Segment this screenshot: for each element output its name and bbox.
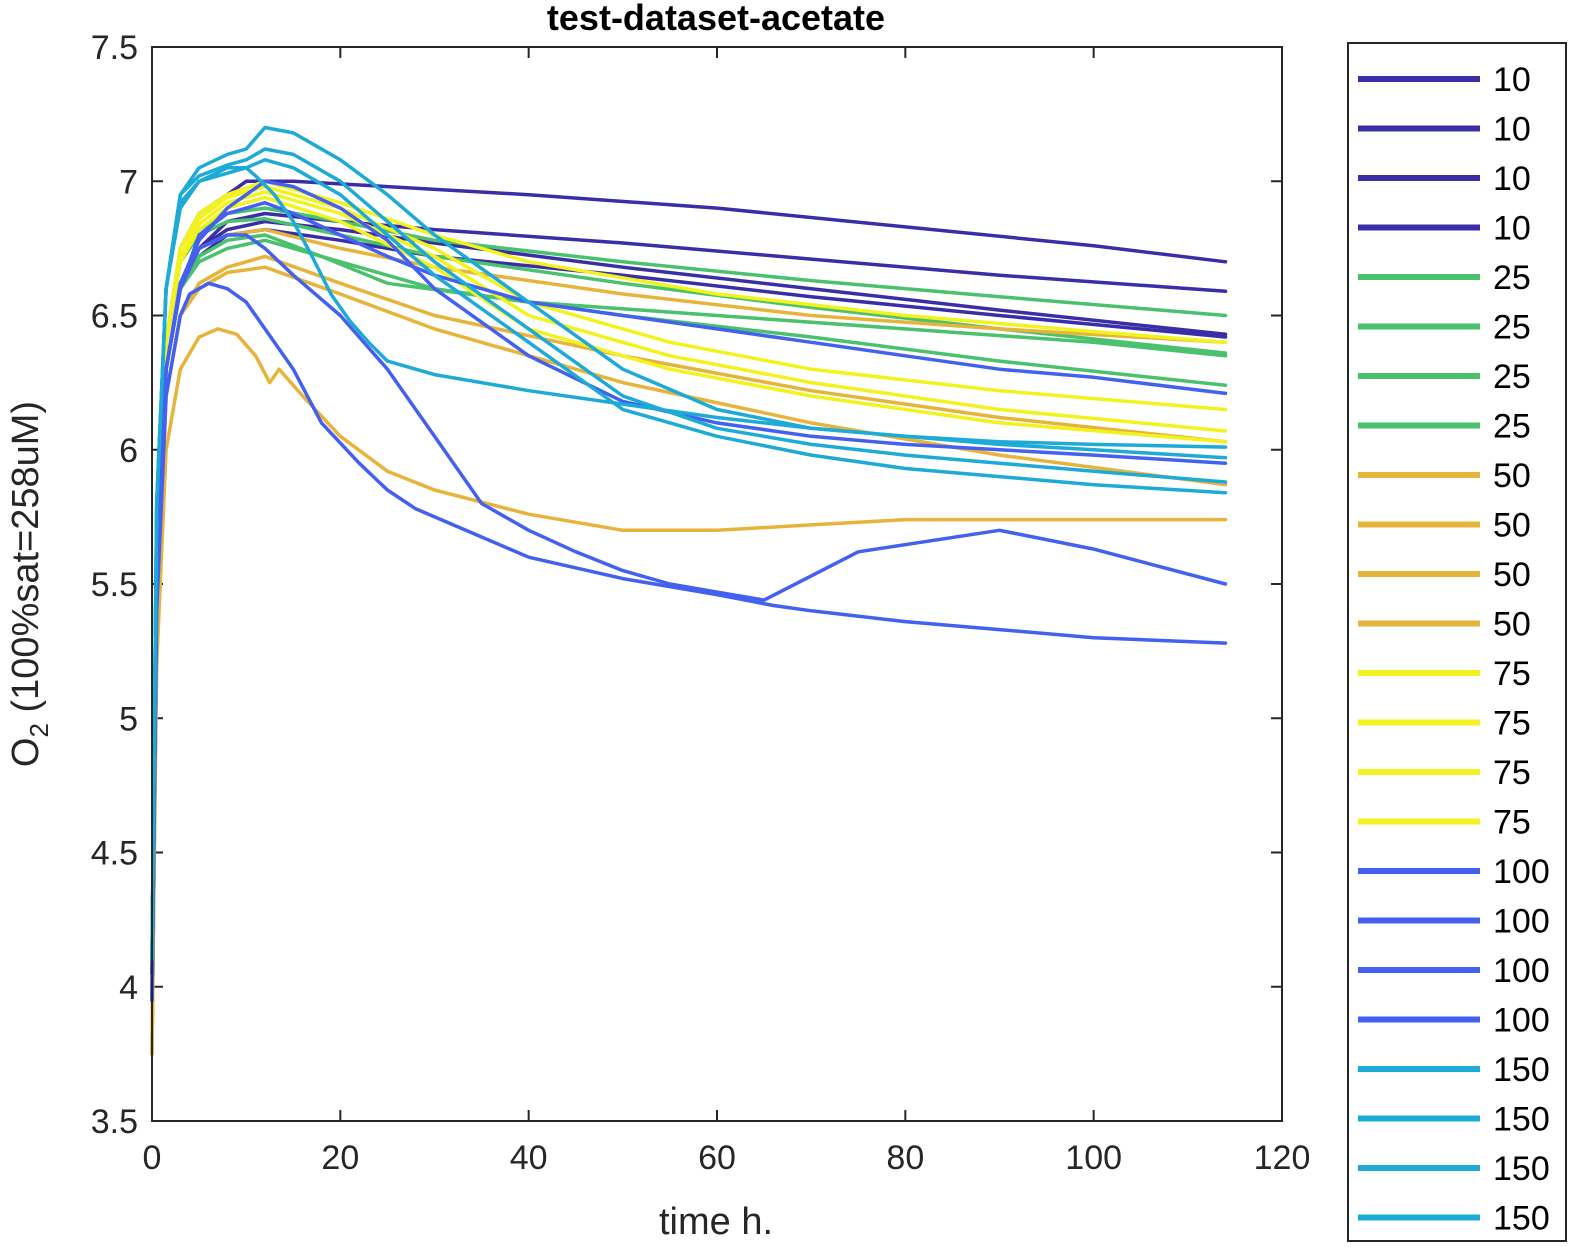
plot-area (152, 47, 1282, 1121)
legend-label: 50 (1493, 606, 1531, 644)
y-tick-label: 7 (119, 163, 138, 201)
y-axis-label: O2 (100%sat=258uM) (5, 401, 54, 767)
y-tick-labels: 3.5 4 4.5 5 5.5 6 6.5 7 7.5 (91, 29, 138, 1141)
y-tick-label: 7.5 (91, 29, 138, 67)
legend: 10 10 10 10 25 25 25 25 50 50 50 50 75 75 75 75 100 100 10… (1347, 42, 1567, 1242)
series-line-19 (150, 281, 1228, 1002)
y-tick-label: 4.5 (91, 835, 138, 873)
series-line-20 (150, 179, 1228, 1002)
x-axis-label: time h. (659, 1201, 773, 1243)
series-line-18 (150, 233, 1228, 1002)
legend-label: 10 (1493, 61, 1531, 99)
legend-label: 25 (1493, 408, 1531, 446)
chart-title: test-dataset-acetate (547, 0, 885, 38)
series-line-16 (150, 195, 1228, 962)
legend-label: 150 (1493, 1051, 1550, 1089)
y-tick-label: 4 (119, 969, 138, 1007)
y-tick-label: 3.5 (91, 1103, 138, 1141)
series-line-24 (150, 166, 1228, 962)
legend-label: 50 (1493, 507, 1531, 545)
legend-label: 75 (1493, 804, 1531, 842)
legend-label: 25 (1493, 259, 1531, 297)
legend-label: 25 (1493, 309, 1531, 347)
y-tick-label: 5.5 (91, 566, 138, 604)
series-line-22 (150, 147, 1228, 962)
x-tick-label: 120 (1254, 1139, 1311, 1177)
legend-label: 50 (1493, 457, 1531, 495)
legend-label: 150 (1493, 1200, 1550, 1238)
legend-label: 75 (1493, 754, 1531, 792)
y-tick-label: 6 (119, 432, 138, 470)
series-line-12 (150, 327, 1228, 1056)
plot-frame (151, 46, 1283, 1122)
x-tick-label: 100 (1065, 1139, 1122, 1177)
x-tick-label: 40 (510, 1139, 548, 1177)
legend-label: 25 (1493, 358, 1531, 396)
x-tick-label: 60 (698, 1139, 736, 1177)
legend-label: 150 (1493, 1150, 1550, 1188)
legend-label: 150 (1493, 1101, 1550, 1139)
legend-label: 100 (1493, 853, 1550, 891)
y-tick-label: 6.5 (91, 298, 138, 336)
legend-label: 50 (1493, 556, 1531, 594)
legend-label: 100 (1493, 952, 1550, 990)
legend-label: 100 (1493, 903, 1550, 941)
legend-label: 10 (1493, 160, 1531, 198)
y-axis-label-rest: (100%sat=258uM) (5, 401, 47, 723)
legend-label: 100 (1493, 1002, 1550, 1040)
y-axis-label-subscript: 2 (24, 723, 54, 737)
y-axis-label-main: O (5, 738, 47, 768)
legend-label: 10 (1493, 210, 1531, 248)
legend-label: 10 (1493, 111, 1531, 149)
x-tick-labels: 0 20 40 60 80 100 120 (143, 1139, 1311, 1177)
y-tick-label: 5 (119, 700, 138, 738)
legend-box (1347, 42, 1567, 1242)
legend-label: 75 (1493, 705, 1531, 743)
x-tick-label: 80 (886, 1139, 924, 1177)
legend-label: 75 (1493, 655, 1531, 693)
x-tick-label: 20 (321, 1139, 359, 1177)
series-lines (150, 125, 1228, 1056)
x-tick-label: 0 (143, 1139, 162, 1177)
series-line-23 (150, 158, 1228, 962)
